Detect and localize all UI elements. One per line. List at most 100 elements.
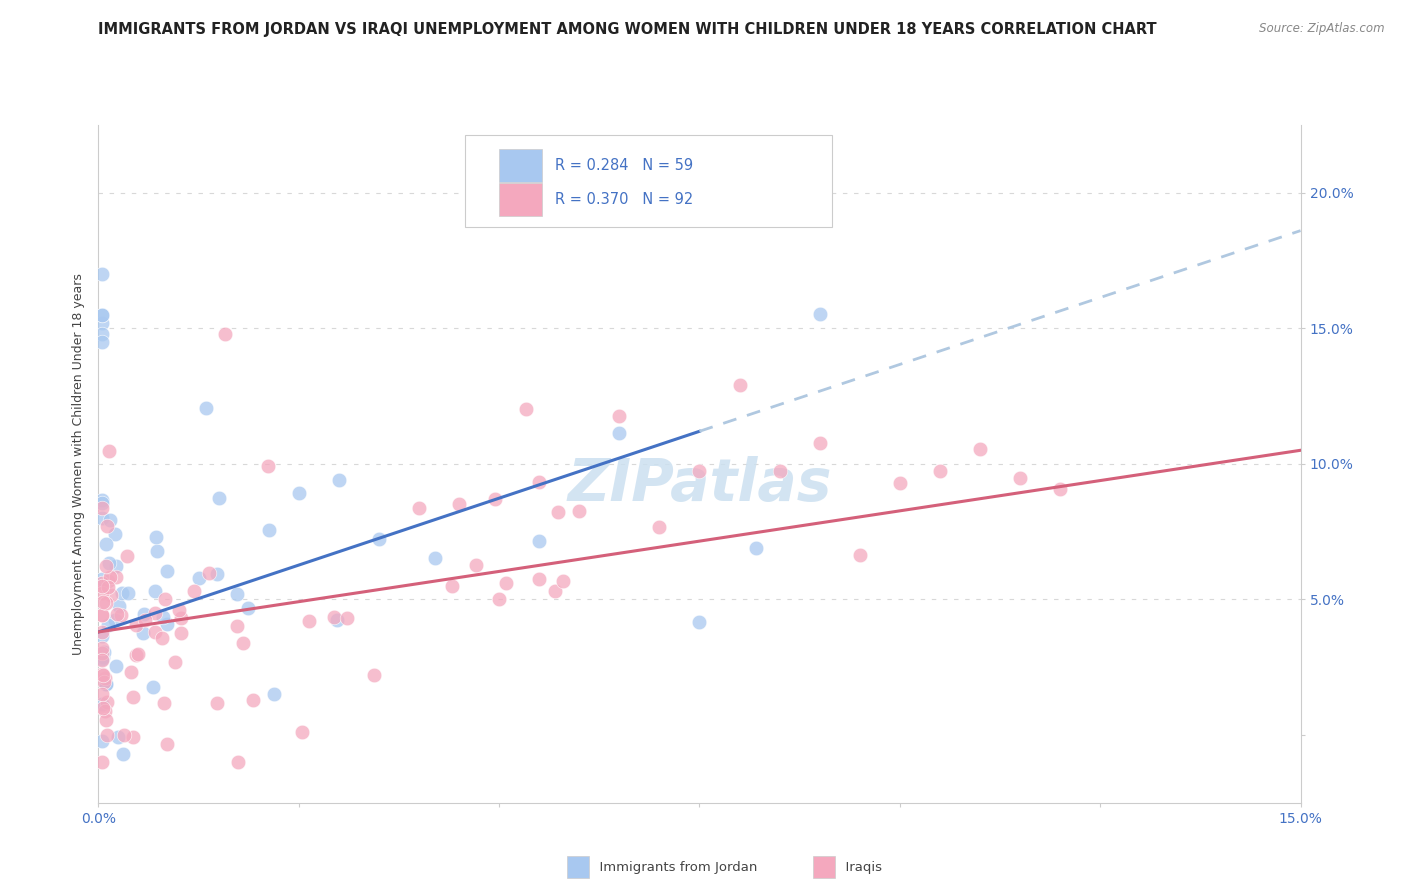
Point xyxy=(207,567,229,582)
Point xyxy=(547,505,569,519)
Point xyxy=(132,625,155,640)
Point xyxy=(94,537,117,551)
Point xyxy=(110,608,132,623)
Point xyxy=(91,607,114,622)
Point xyxy=(91,652,114,666)
Point xyxy=(98,556,121,570)
Point xyxy=(91,755,114,769)
Point xyxy=(91,629,114,643)
Point xyxy=(91,697,114,711)
Point xyxy=(91,500,114,515)
Point xyxy=(94,714,117,728)
Point xyxy=(208,491,231,505)
Point xyxy=(143,606,166,620)
Point xyxy=(125,648,148,662)
Point xyxy=(96,519,118,533)
Point xyxy=(115,549,138,563)
Point xyxy=(488,592,510,607)
Point xyxy=(108,599,131,613)
Point xyxy=(728,378,751,392)
Point xyxy=(214,326,236,341)
Point xyxy=(236,601,259,615)
Point xyxy=(91,326,114,341)
Point xyxy=(515,402,537,417)
Point xyxy=(125,618,148,632)
Point xyxy=(132,607,155,621)
Point xyxy=(91,646,114,660)
Point xyxy=(117,586,139,600)
Point xyxy=(98,512,121,526)
Point xyxy=(553,574,575,589)
Point xyxy=(142,680,165,694)
Point xyxy=(94,704,117,718)
Point xyxy=(91,701,114,715)
Point xyxy=(112,747,135,761)
Point xyxy=(96,596,118,610)
Point xyxy=(91,496,114,510)
Point xyxy=(170,625,193,640)
Point xyxy=(256,459,278,474)
Point xyxy=(134,613,156,627)
Point xyxy=(263,687,285,701)
Point xyxy=(91,586,114,600)
Point xyxy=(96,574,118,588)
Point xyxy=(91,668,114,682)
Point xyxy=(104,659,127,673)
Point xyxy=(929,464,952,478)
Point xyxy=(105,570,128,584)
Point xyxy=(198,566,221,581)
Point xyxy=(226,587,249,601)
Point xyxy=(544,583,567,598)
Point xyxy=(153,696,176,710)
Point xyxy=(156,616,179,631)
Point xyxy=(1049,483,1071,497)
Point xyxy=(328,473,350,487)
Point xyxy=(242,692,264,706)
Point xyxy=(326,613,349,627)
Point xyxy=(889,475,911,490)
Text: IMMIGRANTS FROM JORDAN VS IRAQI UNEMPLOYMENT AMONG WOMEN WITH CHILDREN UNDER 18 : IMMIGRANTS FROM JORDAN VS IRAQI UNEMPLOY… xyxy=(98,22,1157,37)
Point xyxy=(91,572,114,586)
Text: R = 0.284   N = 59: R = 0.284 N = 59 xyxy=(555,158,693,173)
Point xyxy=(91,580,114,594)
Point xyxy=(465,558,488,572)
Point xyxy=(169,602,191,616)
Point xyxy=(96,695,118,709)
Point xyxy=(96,728,118,742)
Text: Iraqis: Iraqis xyxy=(837,861,882,873)
Point xyxy=(93,675,115,690)
Point xyxy=(91,267,114,281)
Point xyxy=(143,584,166,599)
Point xyxy=(91,646,114,660)
Point xyxy=(849,548,872,562)
Point xyxy=(568,504,591,518)
Point xyxy=(156,737,179,751)
Point xyxy=(91,641,114,656)
Point xyxy=(91,607,114,622)
Point xyxy=(97,581,120,595)
Point xyxy=(145,625,167,640)
Point xyxy=(226,755,249,769)
Point xyxy=(91,492,114,507)
Point xyxy=(93,645,115,659)
Point xyxy=(94,559,117,574)
Point xyxy=(688,615,710,629)
Point xyxy=(688,464,710,478)
Point xyxy=(127,648,149,662)
Point xyxy=(91,510,114,524)
Point xyxy=(153,591,176,606)
Point xyxy=(91,308,114,322)
Point xyxy=(91,625,114,640)
Point xyxy=(183,583,205,598)
Point xyxy=(440,579,463,593)
Point xyxy=(288,486,311,500)
Point xyxy=(103,527,125,541)
Point xyxy=(336,611,359,625)
Point xyxy=(205,696,228,710)
Point xyxy=(609,425,631,440)
Point xyxy=(105,607,128,621)
Point xyxy=(529,533,551,548)
Point xyxy=(111,586,134,600)
Point xyxy=(91,650,114,665)
Point xyxy=(155,564,177,578)
